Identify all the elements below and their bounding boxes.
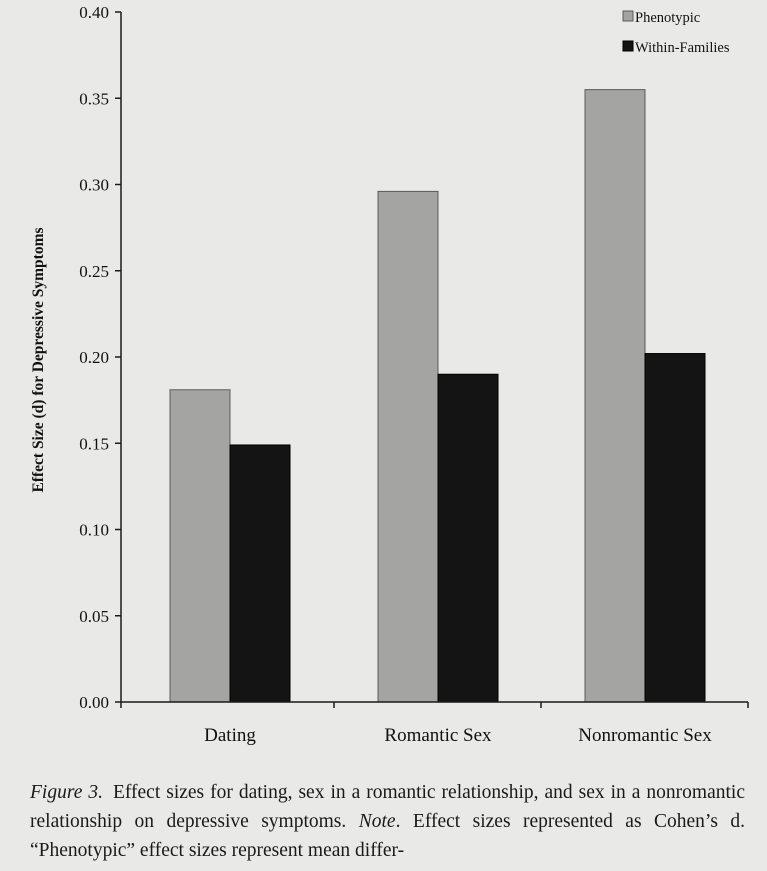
- caption-part-2: . Effect sizes represented as Cohen’s d.…: [30, 811, 745, 861]
- bar-chart: 0.00 0.05 0.10 0.15 0.20 0.25 0.30 0.35 0.40 Dat…: [30, 3, 749, 746]
- bars: [169, 89, 706, 703]
- x-tick-label: Romantic Sex: [384, 725, 492, 746]
- y-tick-label: 0.15: [79, 434, 109, 453]
- y-tick-label: 0.25: [79, 262, 109, 281]
- y-tick-label: 0.35: [79, 89, 109, 108]
- y-tick-label: 0.40: [79, 3, 109, 22]
- y-tick-label: 0.30: [79, 176, 109, 195]
- x-tick-label: Nonromantic Sex: [578, 725, 712, 746]
- y-tick-label: 0.05: [79, 607, 109, 626]
- legend-label: Phenotypic: [635, 10, 700, 26]
- caption-lead: Figure 3.: [30, 782, 103, 803]
- bar-phenotypic-2: [584, 89, 646, 703]
- y-tick-label: 0.00: [79, 693, 109, 712]
- caption-note-label: Note: [358, 811, 396, 832]
- bar-within-families-2: [644, 353, 706, 703]
- legend-label: Within-Families: [635, 40, 730, 56]
- x-axis-ticks: Dating Romantic Sex Nonromantic Sex: [120, 702, 749, 746]
- bar-phenotypic-0: [169, 389, 231, 703]
- bar-phenotypic-1: [377, 190, 439, 703]
- legend-swatch: [622, 10, 634, 22]
- figure-caption: Figure 3. Effect sizes for dating, sex in…: [30, 778, 745, 865]
- bar-within-families-1: [437, 373, 499, 703]
- legend-swatch: [622, 40, 634, 52]
- y-tick-label: 0.10: [79, 521, 109, 540]
- bar-within-families-0: [229, 444, 291, 703]
- y-axis-ticks: 0.00 0.05 0.10 0.15 0.20 0.25 0.30 0.35 0.40: [79, 3, 121, 712]
- y-tick-label: 0.20: [79, 348, 109, 367]
- y-axis-label: Effect Size (d) for Depressive Symptoms: [30, 227, 47, 492]
- x-tick-label: Dating: [204, 725, 256, 746]
- legend: Phenotypic Within-Families: [622, 10, 730, 56]
- caption-part-1: Effect sizes for dating, sex in a romant…: [30, 782, 745, 832]
